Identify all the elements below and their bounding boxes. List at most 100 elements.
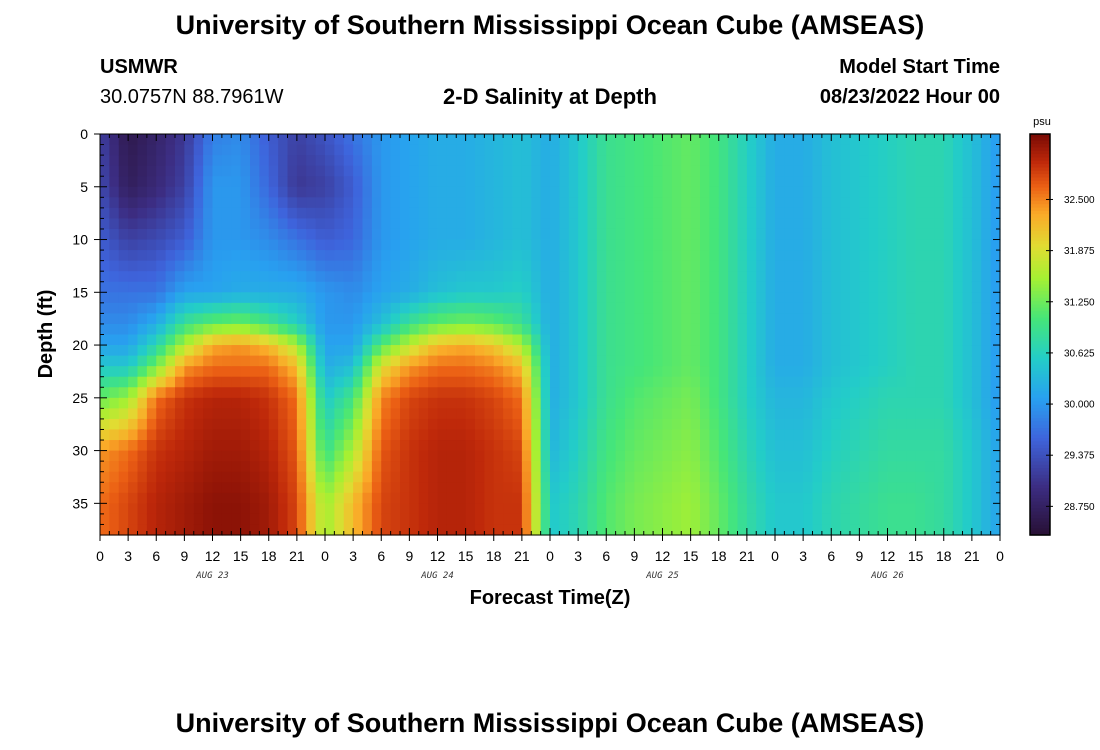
- heatmap-cell: [287, 165, 298, 177]
- heatmap-cell: [709, 260, 720, 272]
- heatmap-cell: [325, 355, 335, 367]
- heatmap-cell: [737, 271, 748, 283]
- heatmap-cell: [175, 461, 185, 473]
- heatmap-cell: [165, 176, 176, 188]
- heatmap-cell: [671, 313, 682, 325]
- heatmap-cell: [306, 197, 317, 209]
- heatmap-cell: [418, 323, 429, 336]
- heatmap-cell: [118, 281, 129, 293]
- heatmap-cell: [193, 376, 204, 388]
- heatmap-cell: [990, 429, 1001, 441]
- heatmap-cell: [287, 176, 298, 188]
- heatmap-cell: [428, 250, 439, 262]
- heatmap-cell: [146, 345, 157, 357]
- heatmap-cell: [334, 207, 345, 220]
- heatmap-cell: [728, 334, 739, 346]
- heatmap-cell: [981, 355, 992, 367]
- heatmap-cell: [587, 492, 598, 504]
- heatmap-cell: [175, 281, 185, 293]
- heatmap-cell: [184, 292, 195, 304]
- heatmap-cell: [278, 239, 289, 251]
- heatmap-cell: [690, 450, 701, 462]
- heatmap-cell: [653, 165, 664, 177]
- heatmap-cell: [775, 482, 785, 494]
- heatmap-cell: [493, 355, 504, 367]
- heatmap-cell: [521, 366, 532, 378]
- heatmap-cell: [953, 492, 964, 504]
- heatmap-cell: [718, 408, 729, 420]
- heatmap-cell: [662, 155, 673, 167]
- heatmap-cell: [643, 503, 654, 515]
- heatmap-cell: [615, 323, 626, 336]
- heatmap-cell: [878, 239, 889, 251]
- colorbar-swatch: [1030, 367, 1050, 372]
- heatmap-cell: [446, 376, 457, 388]
- heatmap-cell: [934, 334, 945, 346]
- heatmap-cell: [775, 144, 785, 156]
- heatmap-cell: [100, 165, 110, 177]
- heatmap-cell: [643, 492, 654, 504]
- heatmap-cell: [831, 397, 842, 409]
- heatmap-cell: [765, 450, 776, 462]
- heatmap-cell: [653, 334, 664, 346]
- heatmap-cell: [343, 155, 354, 167]
- heatmap-cell: [381, 271, 392, 283]
- heatmap-cell: [700, 144, 710, 156]
- heatmap-cell: [503, 408, 514, 420]
- heatmap-cell: [315, 165, 326, 177]
- heatmap-cell: [850, 334, 860, 346]
- heatmap-cell: [896, 313, 907, 325]
- heatmap-cell: [653, 207, 664, 220]
- heatmap-cell: [418, 513, 429, 526]
- heatmap-cell: [109, 313, 120, 325]
- heatmap-cell: [165, 302, 176, 314]
- heatmap-cell: [278, 376, 289, 388]
- heatmap-cell: [446, 503, 457, 515]
- heatmap-cell: [325, 387, 335, 399]
- heatmap-cell: [484, 250, 495, 262]
- heatmap-cell: [175, 482, 185, 494]
- heatmap-cell: [653, 323, 664, 336]
- heatmap-cell: [278, 155, 289, 167]
- heatmap-cell: [831, 218, 842, 230]
- heatmap-cell: [390, 144, 401, 156]
- heatmap-cell: [868, 482, 879, 494]
- heatmap-cell: [971, 155, 982, 167]
- heatmap-cell: [746, 207, 757, 220]
- heatmap-cell: [418, 186, 429, 198]
- heatmap-cell: [203, 250, 214, 262]
- heatmap-cell: [221, 503, 232, 515]
- heatmap-cell: [118, 165, 129, 177]
- heatmap-cell: [643, 471, 654, 483]
- heatmap-cell: [615, 260, 626, 272]
- heatmap-cell: [484, 397, 495, 409]
- heatmap-cell: [578, 418, 589, 431]
- heatmap-cell: [700, 260, 710, 272]
- heatmap-cell: [250, 376, 260, 388]
- heatmap-cell: [493, 482, 504, 494]
- heatmap-cell: [400, 366, 410, 378]
- heatmap-cell: [971, 313, 982, 325]
- heatmap-cell: [512, 218, 523, 230]
- heatmap-cell: [550, 250, 560, 262]
- heatmap-cell: [475, 323, 485, 336]
- heatmap-cell: [512, 408, 523, 420]
- heatmap-cell: [240, 218, 251, 230]
- heatmap-cell: [915, 440, 926, 452]
- heatmap-cell: [943, 271, 954, 283]
- heatmap-cell: [203, 461, 214, 473]
- heatmap-cell: [362, 250, 373, 262]
- heatmap-cell: [446, 292, 457, 304]
- heatmap-cell: [503, 524, 514, 536]
- heatmap-cell: [231, 429, 242, 441]
- heatmap-cell: [484, 418, 495, 431]
- colorbar-swatch: [1030, 217, 1050, 222]
- heatmap-cell: [146, 471, 157, 483]
- heatmap-cell: [559, 323, 570, 336]
- heatmap-cell: [840, 366, 851, 378]
- heatmap-cell: [784, 492, 795, 504]
- heatmap-cell: [193, 408, 204, 420]
- heatmap-cell: [643, 440, 654, 452]
- heatmap-cell: [981, 461, 992, 473]
- heatmap-cell: [475, 355, 485, 367]
